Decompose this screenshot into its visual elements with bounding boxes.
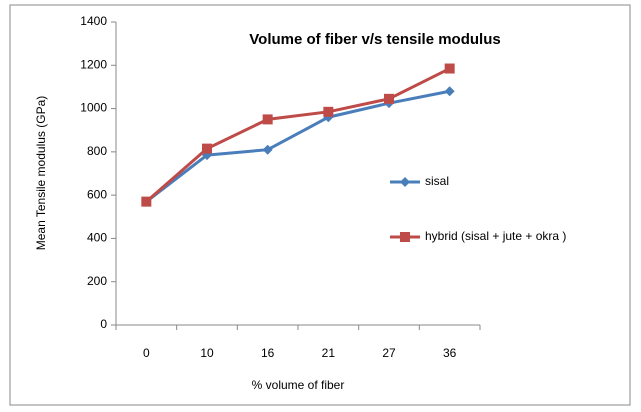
chart-frame [9, 4, 631, 406]
marker [400, 177, 410, 187]
x-tick-label: 36 [443, 346, 457, 360]
y-tick-label: 200 [87, 274, 107, 288]
x-tick-label: 10 [200, 346, 214, 360]
marker [400, 232, 410, 242]
x-tick-label: 0 [143, 346, 150, 360]
y-axis-label: Mean Tensile modulus (GPa) [34, 96, 48, 251]
x-tick-label: 27 [382, 346, 396, 360]
chart-title: Volume of fiber v/s tensile modulus [249, 31, 500, 48]
marker [262, 114, 273, 125]
legend-label: hybrid (sisal + jute + okra ) [425, 229, 566, 243]
marker [444, 63, 455, 74]
marker [323, 106, 334, 117]
x-tick-label: 21 [322, 346, 336, 360]
marker [444, 86, 455, 97]
x-tick-label: 16 [261, 346, 275, 360]
marker [384, 93, 394, 104]
series-line [145, 67, 451, 203]
y-tick-label: 1400 [80, 14, 107, 28]
legend-label: sisal [425, 174, 449, 188]
y-tick-label: 1000 [80, 101, 107, 115]
series-line [145, 89, 450, 203]
marker [141, 196, 152, 207]
y-tick-label: 1200 [80, 57, 107, 71]
y-tick-label: 800 [87, 144, 107, 158]
y-tick-label: 600 [87, 187, 107, 201]
marker [202, 143, 212, 154]
y-tick-label: 0 [100, 317, 107, 331]
y-tick-label: 400 [87, 231, 107, 245]
marker [262, 144, 273, 155]
x-axis-label: % volume of fiber [252, 378, 345, 392]
